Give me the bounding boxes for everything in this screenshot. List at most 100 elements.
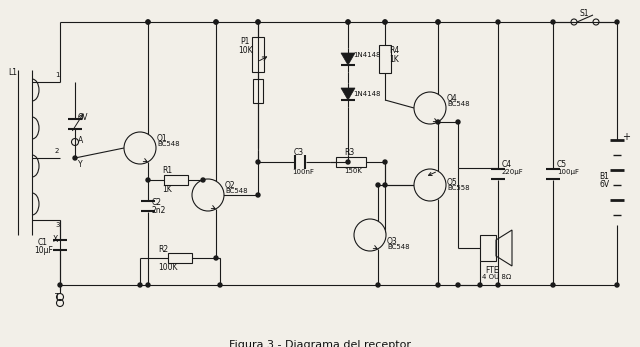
Circle shape xyxy=(146,178,150,182)
Circle shape xyxy=(214,256,218,260)
Text: X: X xyxy=(53,235,58,244)
Text: C3: C3 xyxy=(294,148,304,157)
Text: R2: R2 xyxy=(158,245,168,254)
Circle shape xyxy=(436,20,440,24)
Circle shape xyxy=(414,169,446,201)
Text: R3: R3 xyxy=(344,148,355,157)
Text: C2: C2 xyxy=(152,198,162,207)
Circle shape xyxy=(192,179,224,211)
Circle shape xyxy=(256,193,260,197)
Circle shape xyxy=(456,283,460,287)
Circle shape xyxy=(146,20,150,24)
Text: BC548: BC548 xyxy=(225,188,248,194)
Text: Q1: Q1 xyxy=(157,134,168,143)
Circle shape xyxy=(256,20,260,24)
Circle shape xyxy=(383,20,387,24)
Text: CV: CV xyxy=(78,113,88,122)
Polygon shape xyxy=(341,53,355,65)
Text: C5: C5 xyxy=(557,160,567,169)
Text: 10K: 10K xyxy=(238,46,253,55)
Circle shape xyxy=(214,20,218,24)
Text: 1N4148: 1N4148 xyxy=(353,52,381,58)
Circle shape xyxy=(146,283,150,287)
Text: 2n2: 2n2 xyxy=(152,206,166,215)
Circle shape xyxy=(456,120,460,124)
Text: B1: B1 xyxy=(599,172,609,181)
Text: BC548: BC548 xyxy=(387,244,410,250)
Circle shape xyxy=(73,156,77,160)
Circle shape xyxy=(496,283,500,287)
Circle shape xyxy=(256,160,260,164)
Bar xyxy=(253,79,263,103)
Bar xyxy=(168,253,192,263)
Circle shape xyxy=(551,283,555,287)
Circle shape xyxy=(354,219,386,251)
Circle shape xyxy=(376,283,380,287)
Text: 4 OU 8Ω: 4 OU 8Ω xyxy=(482,274,511,280)
Circle shape xyxy=(436,20,440,24)
Bar xyxy=(480,235,496,261)
Circle shape xyxy=(383,183,387,187)
Text: 150K: 150K xyxy=(344,168,362,174)
Circle shape xyxy=(256,20,260,24)
Text: 10μF: 10μF xyxy=(34,246,53,255)
Circle shape xyxy=(346,20,350,24)
Text: T: T xyxy=(54,293,60,302)
Text: 2: 2 xyxy=(55,148,60,154)
Text: S1: S1 xyxy=(579,9,589,18)
Circle shape xyxy=(58,283,62,287)
Bar xyxy=(163,175,188,185)
Circle shape xyxy=(615,20,619,24)
Circle shape xyxy=(346,160,350,164)
Circle shape xyxy=(383,160,387,164)
Text: P1: P1 xyxy=(240,37,250,46)
Circle shape xyxy=(436,120,440,124)
Bar xyxy=(379,45,391,73)
Text: Q2: Q2 xyxy=(225,181,236,190)
Text: Figura 3 - Diagrama del receptor: Figura 3 - Diagrama del receptor xyxy=(229,340,411,347)
Text: Y: Y xyxy=(78,160,83,169)
Text: Q5: Q5 xyxy=(447,178,458,187)
Circle shape xyxy=(214,20,218,24)
Text: 100K: 100K xyxy=(158,263,177,272)
Text: C1: C1 xyxy=(38,238,48,247)
Circle shape xyxy=(138,283,142,287)
Text: L1: L1 xyxy=(8,68,17,77)
Text: BC548: BC548 xyxy=(157,141,180,147)
Text: BC548: BC548 xyxy=(447,101,470,107)
Circle shape xyxy=(376,183,380,187)
Bar xyxy=(336,157,366,167)
Text: 1K: 1K xyxy=(162,185,172,194)
Text: +: + xyxy=(622,132,630,142)
Circle shape xyxy=(201,178,205,182)
Text: 1N4148: 1N4148 xyxy=(353,91,381,97)
Text: 1K: 1K xyxy=(389,55,399,64)
Text: Q4: Q4 xyxy=(447,94,458,103)
Text: 220μF: 220μF xyxy=(502,169,524,175)
Text: C4: C4 xyxy=(502,160,512,169)
Text: R4: R4 xyxy=(389,46,399,55)
Circle shape xyxy=(146,20,150,24)
Text: BC558: BC558 xyxy=(447,185,470,191)
Bar xyxy=(252,37,264,72)
Text: 1: 1 xyxy=(55,72,60,78)
Circle shape xyxy=(551,20,555,24)
Text: 6V: 6V xyxy=(599,180,609,189)
Text: FTE: FTE xyxy=(485,266,499,275)
Circle shape xyxy=(124,132,156,164)
Circle shape xyxy=(218,283,222,287)
Text: 100nF: 100nF xyxy=(292,169,314,175)
Circle shape xyxy=(383,20,387,24)
Circle shape xyxy=(346,20,350,24)
Circle shape xyxy=(496,20,500,24)
Circle shape xyxy=(436,283,440,287)
Circle shape xyxy=(478,283,482,287)
Text: 100μF: 100μF xyxy=(557,169,579,175)
Text: A: A xyxy=(78,136,83,145)
Text: Q3: Q3 xyxy=(387,237,397,246)
Text: R1: R1 xyxy=(162,166,172,175)
Text: 3: 3 xyxy=(55,222,60,228)
Polygon shape xyxy=(341,88,355,100)
Circle shape xyxy=(615,283,619,287)
Circle shape xyxy=(414,92,446,124)
